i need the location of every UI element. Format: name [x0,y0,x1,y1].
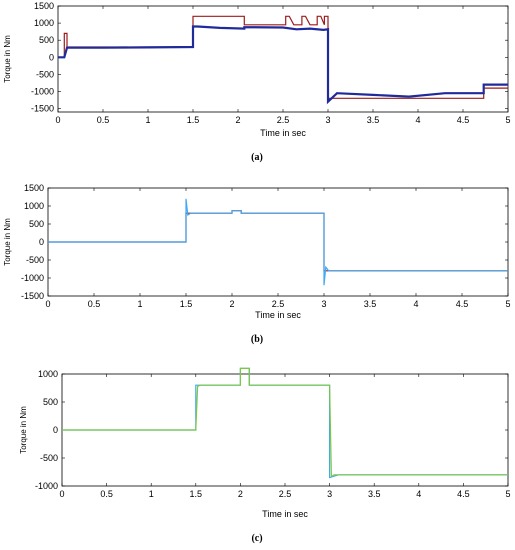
x-tick-label: 2.5 [279,489,292,499]
y-tick-label: -1000 [35,481,58,491]
x-tick-label: 0 [59,489,64,499]
x-tick-label: 0 [55,115,60,125]
x-tick-label: 1.5 [187,115,200,125]
series-line-1 [48,210,508,272]
x-tick-label: 3.5 [364,299,377,309]
x-tick-label: 3 [325,115,330,125]
x-tick-label: 2.5 [272,299,285,309]
x-tick-label: 0.5 [88,299,101,309]
x-tick-label: 4.5 [457,115,470,125]
x-tick-label: 4 [415,115,420,125]
y-axis-label: Torque in Nm [19,406,28,454]
x-tick-label: 3.5 [368,489,381,499]
x-tick-label: 1 [149,489,154,499]
x-tick-label: 0 [45,299,50,309]
panel-caption: (b) [251,334,263,345]
x-tick-label: 5 [505,115,510,125]
y-tick-label: 1000 [24,201,44,211]
panel-caption: (a) [251,152,263,163]
y-tick-label: -500 [26,255,44,265]
x-tick-label: 4.5 [457,489,470,499]
y-axis-label: Torque in Nm [3,218,12,266]
x-tick-label: 4 [416,489,421,499]
panel-caption: (c) [251,533,262,544]
chart-panel-c: 0 0.5 1 1.5 2 2.5 3 3.5 4 4.5 5 -1000 -500 0 500 1000 Ti… [19,367,511,544]
y-tick-label: 1000 [38,369,58,379]
series-line-2 [58,25,508,105]
y-tick-label: 500 [39,35,54,45]
y-tick-label: 0 [39,237,44,247]
y-tick-label: 1000 [34,18,54,28]
x-tick-label: 4.5 [456,299,469,309]
x-tick-label: 0.5 [97,115,110,125]
plot-frame [57,5,509,113]
x-tick-label: 0.5 [100,489,113,499]
x-tick-label: 2 [238,489,243,499]
x-tick-label: 3.5 [367,115,380,125]
y-tick-label: -500 [36,69,54,79]
y-tick-label: -500 [40,453,58,463]
series-line-2 [62,367,508,478]
x-tick-label: 3 [327,489,332,499]
x-tick-label: 1.5 [190,489,203,499]
x-tick-label: 5 [505,299,510,309]
x-axis-label: Time in sec [260,128,306,138]
x-tick-label: 2 [235,115,240,125]
x-tick-label: 1 [145,115,150,125]
x-axis-label: Time in sec [255,310,301,320]
chart-panel-a: 0 0.5 1 1.5 2 2.5 3 3.5 4 4.5 5 -1500 -1000 -500 0 500 1… [3,1,511,163]
y-tick-label: 1500 [24,183,44,193]
x-tick-label: 1 [137,299,142,309]
y-tick-label: 500 [29,219,44,229]
y-tick-label: -1500 [31,104,54,114]
chart-panel-b: 0 0.5 1 1.5 2 2.5 3 3.5 4 4.5 5 -1500 -1000 -500 0 500 1… [3,183,511,345]
series-line-2 [48,198,508,286]
x-tick-label: 4 [413,299,418,309]
y-axis-label: Torque in Nm [3,35,12,83]
y-tick-label: 0 [53,425,58,435]
x-tick-label: 1.5 [180,299,193,309]
x-tick-label: 5 [505,489,510,499]
y-tick-label: 500 [43,397,58,407]
x-tick-label: 3 [321,299,326,309]
y-tick-label: -1000 [21,273,44,283]
x-axis-label: Time in sec [262,509,308,519]
y-tick-label: 1500 [34,1,54,11]
y-tick-label: 0 [49,52,54,62]
x-tick-label: 2.5 [277,115,290,125]
x-tick-label: 2 [229,299,234,309]
y-tick-label: -1000 [31,86,54,96]
y-tick-label: -1500 [21,291,44,301]
